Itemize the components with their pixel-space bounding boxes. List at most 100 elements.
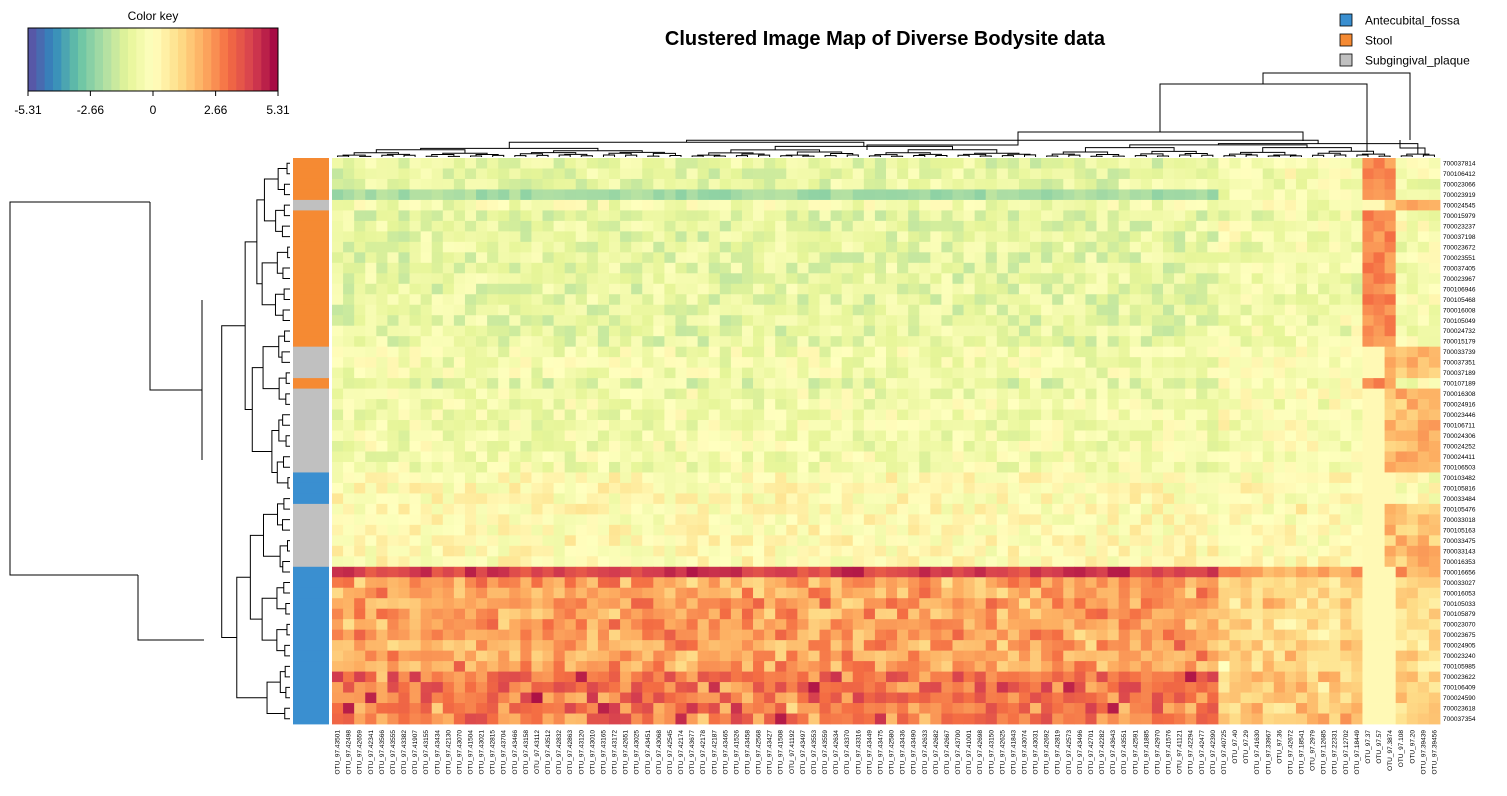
heatmap-cell xyxy=(1151,315,1164,327)
heatmap-cell xyxy=(1185,619,1197,631)
heatmap-cell xyxy=(1030,566,1042,578)
heatmap-cell xyxy=(941,158,953,169)
heatmap-cell xyxy=(631,367,643,379)
heatmap-cell xyxy=(1417,399,1430,410)
heatmap-cell xyxy=(1063,325,1075,337)
heatmap-cell xyxy=(1196,357,1208,369)
heatmap-cell xyxy=(1196,430,1208,442)
heatmap-cell xyxy=(886,503,898,515)
heatmap-cell xyxy=(1428,325,1441,337)
heatmap-cell xyxy=(1052,294,1064,306)
heatmap-cell xyxy=(963,619,976,631)
heatmap-cell xyxy=(1007,304,1020,316)
heatmap-cell xyxy=(1229,482,1241,494)
heatmap-cell xyxy=(620,545,632,557)
heatmap-cell xyxy=(1340,252,1352,264)
heatmap-cell xyxy=(531,241,543,253)
heatmap-cell xyxy=(354,336,366,348)
heatmap-cell xyxy=(431,378,444,389)
heatmap-cell xyxy=(908,399,920,410)
heatmap-cell xyxy=(797,556,809,568)
heatmap-cell xyxy=(564,566,577,578)
heatmap-cell xyxy=(487,482,499,494)
heatmap-cell xyxy=(409,598,422,610)
heatmap-cell xyxy=(1218,199,1230,211)
heatmap-cell xyxy=(387,241,399,253)
heatmap-cell xyxy=(1018,241,1031,253)
heatmap-cell xyxy=(1340,315,1352,327)
heatmap-cell xyxy=(897,409,909,421)
heatmap-cell xyxy=(930,493,942,505)
heatmap-cell xyxy=(819,409,831,421)
heatmap-cell xyxy=(442,409,455,421)
heatmap-cell xyxy=(1373,336,1385,348)
heatmap-cell xyxy=(985,482,998,494)
heatmap-cell xyxy=(409,178,422,190)
heatmap-cell xyxy=(930,566,942,578)
heatmap-cell xyxy=(1273,409,1286,421)
heatmap-cell xyxy=(509,608,521,620)
heatmap-cell xyxy=(642,556,654,568)
heatmap-cell xyxy=(764,472,776,484)
heatmap-cell xyxy=(1251,629,1264,641)
column-dendrogram-branch xyxy=(1179,154,1192,157)
heatmap-cell xyxy=(431,294,444,306)
heatmap-cell xyxy=(852,482,865,494)
heatmap-cell xyxy=(575,472,588,484)
heatmap-cell xyxy=(708,168,721,180)
heatmap-cell xyxy=(642,178,654,190)
heatmap-cell xyxy=(487,325,499,337)
heatmap-cell xyxy=(597,587,610,599)
heatmap-cell xyxy=(476,577,488,589)
heatmap-cell xyxy=(442,461,455,473)
heatmap-cell xyxy=(941,629,953,641)
heatmap-cell xyxy=(686,493,699,505)
heatmap-cell xyxy=(387,587,399,599)
heatmap-cell xyxy=(1074,399,1086,410)
heatmap-cell xyxy=(1307,158,1319,169)
heatmap-cell xyxy=(1085,420,1097,431)
heatmap-cell xyxy=(1041,430,1053,442)
heatmap-cell xyxy=(985,556,998,568)
heatmap-cell xyxy=(1174,503,1186,515)
color-key-swatch xyxy=(236,28,246,91)
heatmap-cell xyxy=(1129,566,1142,578)
heatmap-cell xyxy=(597,629,610,641)
heatmap-cell xyxy=(597,545,610,557)
heatmap-cell xyxy=(1140,220,1153,232)
heatmap-cell xyxy=(1118,629,1131,641)
heatmap-cell xyxy=(1406,524,1419,536)
heatmap-cell xyxy=(609,199,621,211)
heatmap-cell xyxy=(741,608,754,620)
heatmap-cell xyxy=(1395,304,1408,316)
heatmap-cell xyxy=(354,325,366,337)
heatmap-cell xyxy=(1207,566,1219,578)
heatmap-cell xyxy=(1318,378,1330,389)
heatmap-cell xyxy=(1129,587,1142,599)
heatmap-cell xyxy=(863,640,876,652)
heatmap-cell xyxy=(786,315,798,327)
heatmap-cell xyxy=(719,178,732,190)
heatmap-cell xyxy=(431,577,444,589)
heatmap-cell xyxy=(1295,241,1308,253)
heatmap-cell xyxy=(797,367,809,379)
heatmap-cell xyxy=(1174,441,1186,452)
heatmap-cell xyxy=(985,524,998,536)
heatmap-cell xyxy=(1251,409,1264,421)
heatmap-cell xyxy=(930,315,942,327)
heatmap-cell xyxy=(509,577,521,589)
row-side-color xyxy=(293,556,329,568)
heatmap-cell xyxy=(764,598,776,610)
heatmap-cell xyxy=(420,608,433,620)
heatmap-cell xyxy=(1174,514,1186,526)
heatmap-cell xyxy=(1129,482,1142,494)
heatmap-cell xyxy=(1284,514,1297,526)
heatmap-cell xyxy=(609,587,621,599)
heatmap-cell xyxy=(697,158,710,169)
heatmap-cell xyxy=(1052,556,1064,568)
heatmap-cell xyxy=(1417,461,1430,473)
heatmap-cell xyxy=(697,357,710,369)
heatmap-cell xyxy=(786,587,798,599)
heatmap-cell xyxy=(409,640,422,652)
heatmap-cell xyxy=(930,399,942,410)
